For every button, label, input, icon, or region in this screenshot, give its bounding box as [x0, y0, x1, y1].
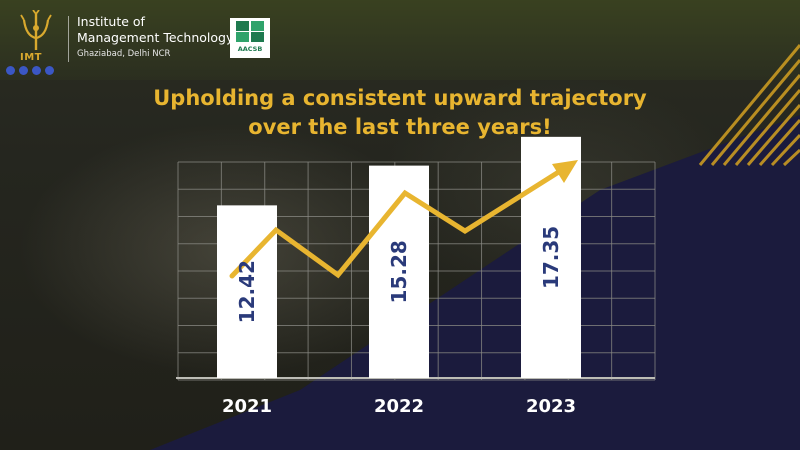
- trend-arrow: [229, 160, 578, 279]
- logo-divider: [68, 16, 69, 62]
- bar-value-label: 12.42: [235, 260, 259, 323]
- aacsb-badge: AACSB: [230, 18, 270, 58]
- institute-name-line1: Institute of: [77, 14, 145, 29]
- brand-dot: [6, 66, 15, 75]
- brand-dots: [6, 66, 54, 75]
- trend-line: [229, 165, 568, 279]
- arrowhead-icon: [552, 160, 578, 183]
- bar-2021: [217, 205, 277, 378]
- bar-value-label: 15.28: [387, 240, 411, 303]
- bar-value-label: 17.35: [539, 226, 563, 289]
- emblem-text: IMT: [20, 52, 42, 63]
- x-tick-label: 2022: [374, 396, 424, 417]
- headline-line2: over the last three years!: [248, 115, 552, 139]
- headline-line1: Upholding a consistent upward trajectory: [153, 86, 647, 110]
- brand-dot: [32, 66, 41, 75]
- institute-logo-block: IMT Institute of Management Technology G…: [6, 10, 270, 80]
- gold-stripes: [698, 44, 800, 167]
- aacsb-logo-icon: [236, 21, 264, 42]
- brand-dot: [45, 66, 54, 75]
- purple-panel: [150, 115, 800, 450]
- x-tick-label: 2021: [222, 396, 272, 417]
- brand-dot: [19, 66, 28, 75]
- header-band: [0, 0, 800, 80]
- aacsb-badge-text: AACSB: [237, 45, 263, 53]
- headline: Upholding a consistent upward trajectory…: [0, 84, 800, 142]
- institute-name-line2: Management Technology: [77, 30, 234, 45]
- trident-emblem-icon: [20, 10, 52, 50]
- institute-name: Institute of Management Technology: [77, 14, 233, 46]
- chart-labels: 12.42 2021 15.28 2022 17.35 2023: [222, 226, 576, 417]
- x-tick-label: 2023: [526, 396, 576, 417]
- institute-location: Ghaziabad, Delhi NCR: [77, 49, 171, 59]
